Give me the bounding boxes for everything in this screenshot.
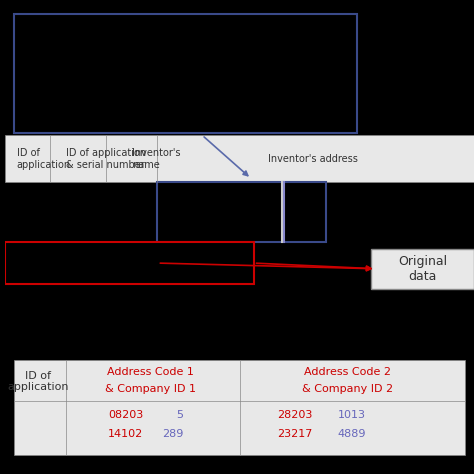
Text: 14102: 14102 bbox=[108, 428, 143, 439]
Text: 5: 5 bbox=[176, 410, 183, 420]
FancyBboxPatch shape bbox=[5, 135, 474, 182]
Text: Inventor's address: Inventor's address bbox=[268, 154, 357, 164]
Text: Address Code 2: Address Code 2 bbox=[304, 367, 391, 377]
Text: & Company ID 2: & Company ID 2 bbox=[302, 383, 393, 394]
Text: ID of
application: ID of application bbox=[17, 148, 71, 170]
FancyBboxPatch shape bbox=[371, 249, 474, 289]
Text: 08203: 08203 bbox=[108, 410, 143, 420]
Text: & Company ID 1: & Company ID 1 bbox=[105, 383, 196, 394]
FancyBboxPatch shape bbox=[157, 182, 326, 242]
Text: ID of
application: ID of application bbox=[7, 371, 69, 392]
Text: 23217: 23217 bbox=[277, 428, 312, 439]
Text: 1013: 1013 bbox=[338, 410, 366, 420]
FancyBboxPatch shape bbox=[14, 360, 465, 455]
Text: 28203: 28203 bbox=[277, 410, 312, 420]
Text: 289: 289 bbox=[162, 428, 183, 439]
Text: Original
data: Original data bbox=[398, 255, 447, 283]
Text: ID of application
& serial number: ID of application & serial number bbox=[66, 148, 146, 170]
Text: Address Code 1: Address Code 1 bbox=[107, 367, 194, 377]
FancyBboxPatch shape bbox=[14, 14, 357, 133]
Text: 4889: 4889 bbox=[337, 428, 366, 439]
Text: Inventor's
name: Inventor's name bbox=[132, 148, 180, 170]
FancyBboxPatch shape bbox=[5, 242, 254, 284]
